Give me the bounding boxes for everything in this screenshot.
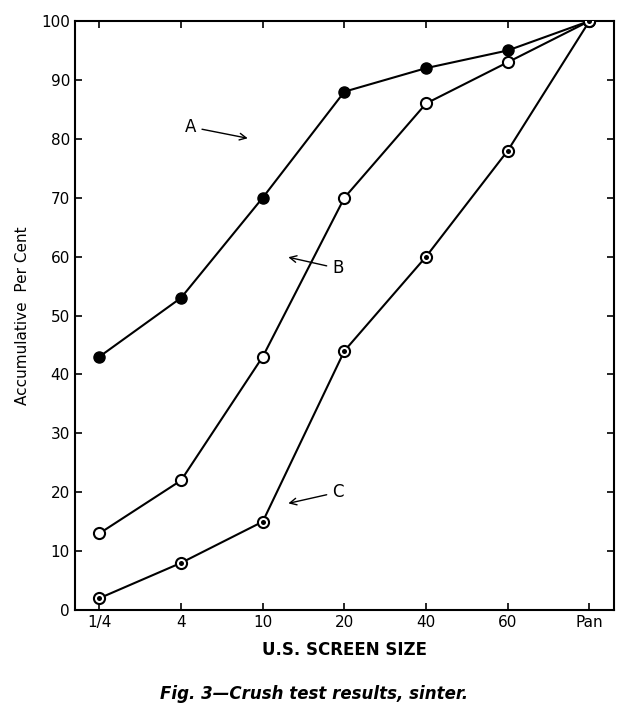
Y-axis label: Accumulative  Per Cent: Accumulative Per Cent <box>15 226 30 405</box>
Text: Fig. 3—Crush test results, sinter.: Fig. 3—Crush test results, sinter. <box>160 685 469 703</box>
Text: A: A <box>185 118 246 140</box>
Text: C: C <box>290 483 343 505</box>
X-axis label: U.S. SCREEN SIZE: U.S. SCREEN SIZE <box>262 641 427 659</box>
Text: B: B <box>290 256 343 277</box>
